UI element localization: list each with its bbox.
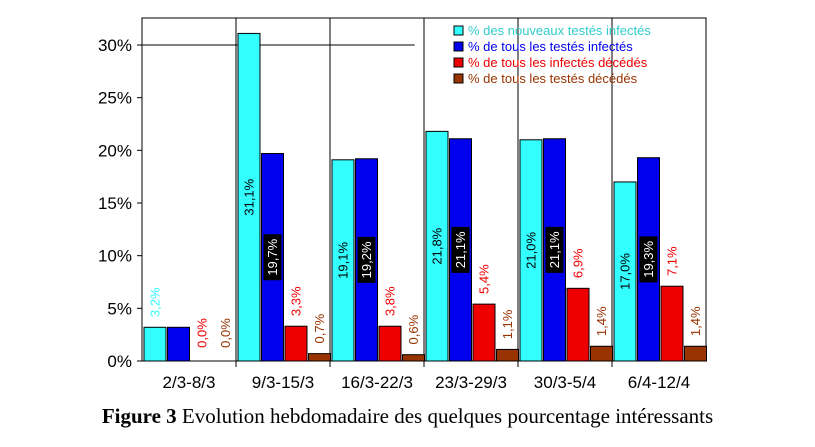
figure-caption: Figure 3 Evolution hebdomadaire des quel… xyxy=(0,404,815,429)
label-background xyxy=(357,236,376,283)
bar xyxy=(566,287,590,362)
label-background xyxy=(639,236,658,283)
bar xyxy=(684,345,707,362)
bar xyxy=(378,325,402,362)
data-label: 7,1% xyxy=(665,246,680,276)
x-tick-label: 2/3-8/3 xyxy=(163,373,216,392)
x-tick-label: 6/4-12/4 xyxy=(628,373,690,392)
data-label: 19,3% xyxy=(641,240,656,277)
data-label: 0,6% xyxy=(406,314,421,344)
legend-swatch xyxy=(453,41,464,52)
data-label: 3,2% xyxy=(171,287,186,317)
bar xyxy=(472,303,496,362)
y-tick-label: 20% xyxy=(98,141,132,160)
legend-label: % de tous les testés décédés xyxy=(468,71,638,86)
legend-label: % de tous les testés infectés xyxy=(468,39,633,54)
data-label: 5,4% xyxy=(477,264,492,294)
data-label: 31,1% xyxy=(242,178,257,215)
bar xyxy=(331,159,355,362)
bar xyxy=(590,345,613,362)
legend-swatch xyxy=(453,25,464,36)
data-label: 17,0% xyxy=(618,253,633,290)
bar xyxy=(425,130,449,362)
figure-label: Figure 3 xyxy=(101,404,177,428)
bar xyxy=(237,32,261,362)
data-label: 21,8% xyxy=(430,227,445,264)
y-tick-label: 5% xyxy=(107,299,132,318)
bar xyxy=(613,181,637,362)
data-label: 19,1% xyxy=(336,242,351,279)
data-label: 19,7% xyxy=(265,238,280,275)
data-label: 21,1% xyxy=(547,231,562,268)
legend-label: % de tous les infectés décédés xyxy=(468,55,648,70)
bar xyxy=(519,139,543,362)
y-tick-label: 30% xyxy=(98,36,132,55)
data-label: 21,1% xyxy=(453,231,468,268)
x-tick-label: 16/3-22/3 xyxy=(341,373,413,392)
bar xyxy=(308,353,331,362)
axes: 0% 5% 10% 15% 20% 25% 30% 2/3-8/3 9/3-15/3 16/3-2… xyxy=(98,36,690,392)
bar xyxy=(284,325,308,362)
data-label: 3,3% xyxy=(289,286,304,316)
data-label: 19,2% xyxy=(359,241,374,278)
bar xyxy=(402,354,425,362)
bar xyxy=(496,348,519,362)
label-background xyxy=(451,226,470,273)
gridlines xyxy=(142,18,613,367)
y-tick-label: 10% xyxy=(98,247,132,266)
data-label: 1,4% xyxy=(688,306,703,336)
bar xyxy=(660,285,684,362)
data-label: 1,4% xyxy=(594,306,609,336)
bar-chart: 3,2% 3,2% 0,0% 0,0% 31,1% 19,7% 3,3% 0,7% 19,1% 1… xyxy=(98,17,707,392)
data-label: 21,0% xyxy=(524,232,539,269)
bar xyxy=(143,326,167,362)
x-tick-label: 9/3-15/3 xyxy=(252,373,314,392)
caption-text: Evolution hebdomadaire des quelques pour… xyxy=(176,404,714,428)
data-label: 0,7% xyxy=(312,313,327,343)
data-label: 0,0% xyxy=(195,318,210,348)
y-tick-label: 15% xyxy=(98,194,132,213)
data-label: 3,8% xyxy=(383,286,398,316)
bar xyxy=(167,326,190,362)
legend-swatch xyxy=(453,73,464,84)
x-tick-label: 30/3-5/4 xyxy=(534,373,596,392)
data-label: 3,2% xyxy=(148,287,163,317)
data-labels: 3,2% 3,2% 0,0% 0,0% 31,1% 19,7% 3,3% 0,7% 19,1% 1… xyxy=(148,178,704,347)
legend-label: % des nouveaux testés infectés xyxy=(468,23,651,38)
data-label: 6,9% xyxy=(571,248,586,278)
data-label: 0,0% xyxy=(218,318,233,348)
data-label: 1,1% xyxy=(500,309,515,339)
y-tick-label: 0% xyxy=(107,352,132,371)
label-background xyxy=(545,226,564,273)
label-background xyxy=(263,234,282,281)
legend: % des nouveaux testés infectés% de tous … xyxy=(453,23,651,86)
legend-swatch xyxy=(453,57,464,68)
x-tick-label: 23/3-29/3 xyxy=(435,373,507,392)
y-tick-label: 25% xyxy=(98,89,132,108)
